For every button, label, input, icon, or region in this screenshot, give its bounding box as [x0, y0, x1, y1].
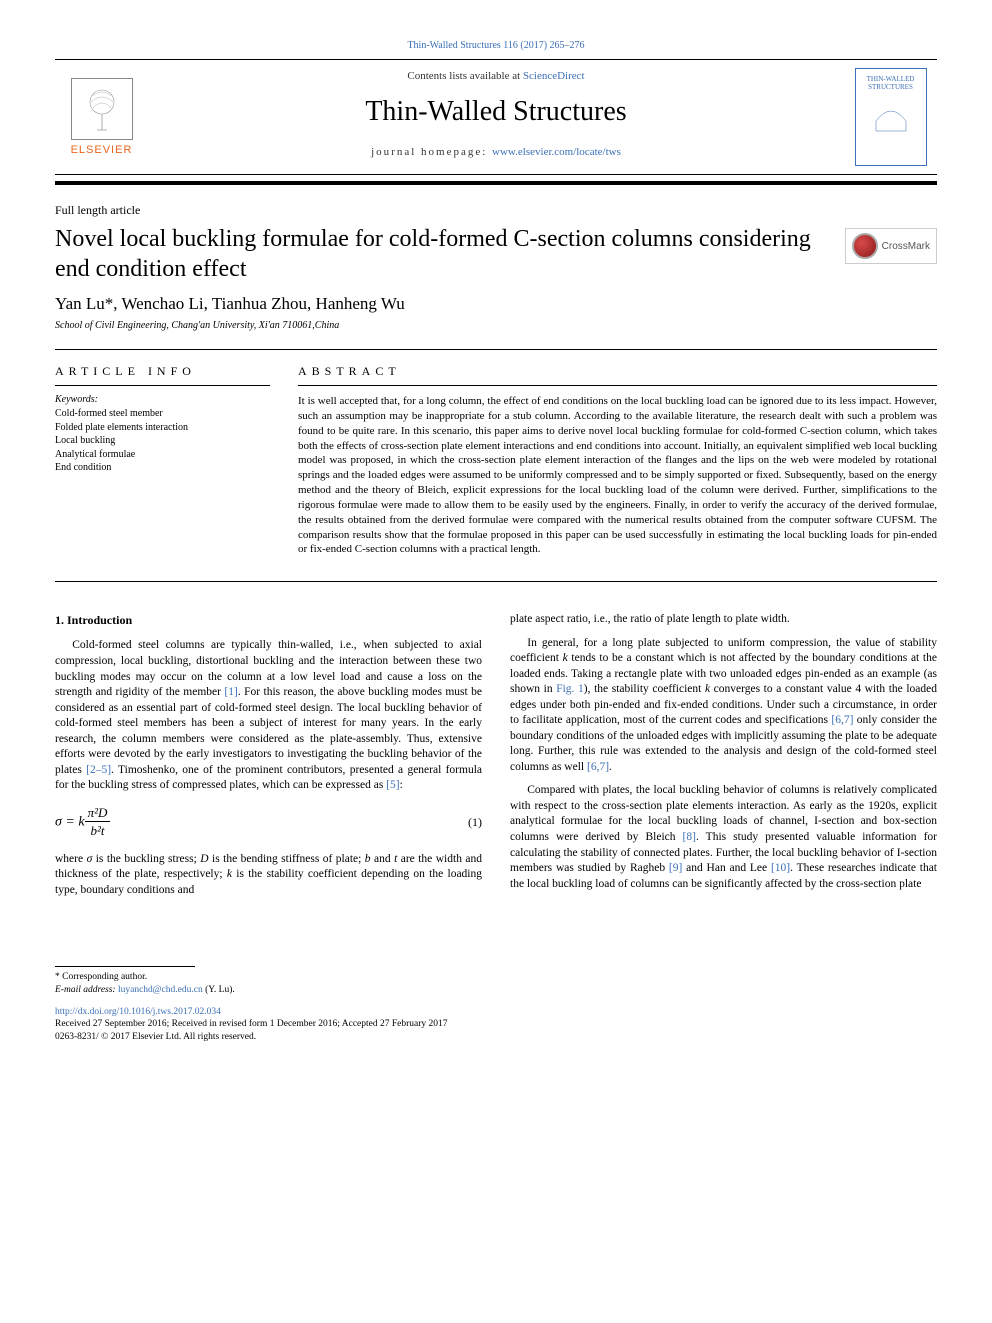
cover-title: THIN-WALLED STRUCTURES — [856, 75, 926, 91]
abstract-column: ABSTRACT It is well accepted that, for a… — [298, 364, 937, 557]
publisher-logo: ELSEVIER — [55, 60, 148, 174]
footer: * Corresponding author. E-mail address: … — [55, 966, 937, 1043]
keyword: Local buckling — [55, 434, 270, 448]
body-paragraph: where σ is the buckling stress; D is the… — [55, 852, 482, 899]
keyword: Folded plate elements interaction — [55, 421, 270, 435]
ref-link[interactable]: [1] — [224, 686, 237, 698]
ref-link[interactable]: [2–5] — [86, 764, 111, 776]
journal-cover: THIN-WALLED STRUCTURES — [844, 60, 937, 174]
body-column-left: 1. Introduction Cold-formed steel column… — [55, 612, 482, 906]
abstract-header: ABSTRACT — [298, 364, 937, 379]
abstract-text: It is well accepted that, for a long col… — [298, 394, 937, 557]
body-columns: 1. Introduction Cold-formed steel column… — [55, 612, 937, 906]
ref-link[interactable]: [8] — [683, 831, 696, 843]
paper-title: Novel local buckling formulae for cold-f… — [55, 224, 827, 284]
journal-title: Thin-Walled Structures — [148, 96, 844, 128]
crossmark-badge[interactable]: CrossMark — [827, 224, 937, 264]
crossmark-label: CrossMark — [882, 241, 930, 252]
figure-link[interactable]: Fig. 1 — [556, 683, 584, 695]
abstract-bottom-rule — [55, 581, 937, 582]
article-type: Full length article — [55, 203, 937, 218]
email-link[interactable]: luyanchd@chd.edu.cn — [118, 985, 203, 995]
crossmark-icon — [852, 233, 878, 259]
elsevier-tree-icon — [71, 78, 133, 140]
sciencedirect-link[interactable]: ScienceDirect — [523, 70, 585, 82]
journal-homepage: journal homepage: www.elsevier.com/locat… — [148, 146, 844, 158]
article-info-header: ARTICLE INFO — [55, 364, 270, 379]
corresponding-author: * Corresponding author. — [55, 971, 937, 983]
keyword: Cold-formed steel member — [55, 407, 270, 421]
section-1-title: 1. Introduction — [55, 612, 482, 628]
keyword: End condition — [55, 461, 270, 475]
ref-link[interactable]: [6,7] — [587, 761, 609, 773]
body-paragraph: Cold-formed steel columns are typically … — [55, 638, 482, 793]
email-line: E-mail address: luyanchd@chd.edu.cn (Y. … — [55, 984, 937, 996]
equation-number: (1) — [468, 814, 482, 830]
ref-link[interactable]: [10] — [771, 862, 790, 874]
ref-link[interactable]: [9] — [669, 862, 682, 874]
ref-link[interactable]: [5] — [386, 779, 399, 791]
body-paragraph: plate aspect ratio, i.e., the ratio of p… — [510, 612, 937, 628]
article-info-column: ARTICLE INFO Keywords: Cold-formed steel… — [55, 364, 270, 557]
copyright: 0263-8231/ © 2017 Elsevier Ltd. All righ… — [55, 1031, 937, 1043]
ref-link[interactable]: [6,7] — [831, 714, 853, 726]
authors: Yan Lu*, Wenchao Li, Tianhua Zhou, Hanhe… — [55, 294, 937, 314]
homepage-link[interactable]: www.elsevier.com/locate/tws — [492, 146, 621, 158]
header-rule — [55, 181, 937, 185]
doi-link[interactable]: http://dx.doi.org/10.1016/j.tws.2017.02.… — [55, 1007, 221, 1017]
keywords-list: Cold-formed steel member Folded plate el… — [55, 407, 270, 475]
contents-available: Contents lists available at ScienceDirec… — [148, 70, 844, 82]
received-dates: Received 27 September 2016; Received in … — [55, 1018, 937, 1030]
equation-1: σ = kπ²Db²t (1) — [55, 804, 482, 840]
body-paragraph: In general, for a long plate subjected t… — [510, 636, 937, 776]
keyword: Analytical formulae — [55, 448, 270, 462]
body-column-right: plate aspect ratio, i.e., the ratio of p… — [510, 612, 937, 906]
publisher-name: ELSEVIER — [71, 144, 133, 156]
body-paragraph: Compared with plates, the local buckling… — [510, 783, 937, 892]
affiliation: School of Civil Engineering, Chang'an Un… — [55, 320, 937, 331]
journal-header: ELSEVIER Contents lists available at Sci… — [55, 59, 937, 175]
journal-citation: Thin-Walled Structures 116 (2017) 265–27… — [55, 40, 937, 51]
keywords-label: Keywords: — [55, 394, 270, 405]
